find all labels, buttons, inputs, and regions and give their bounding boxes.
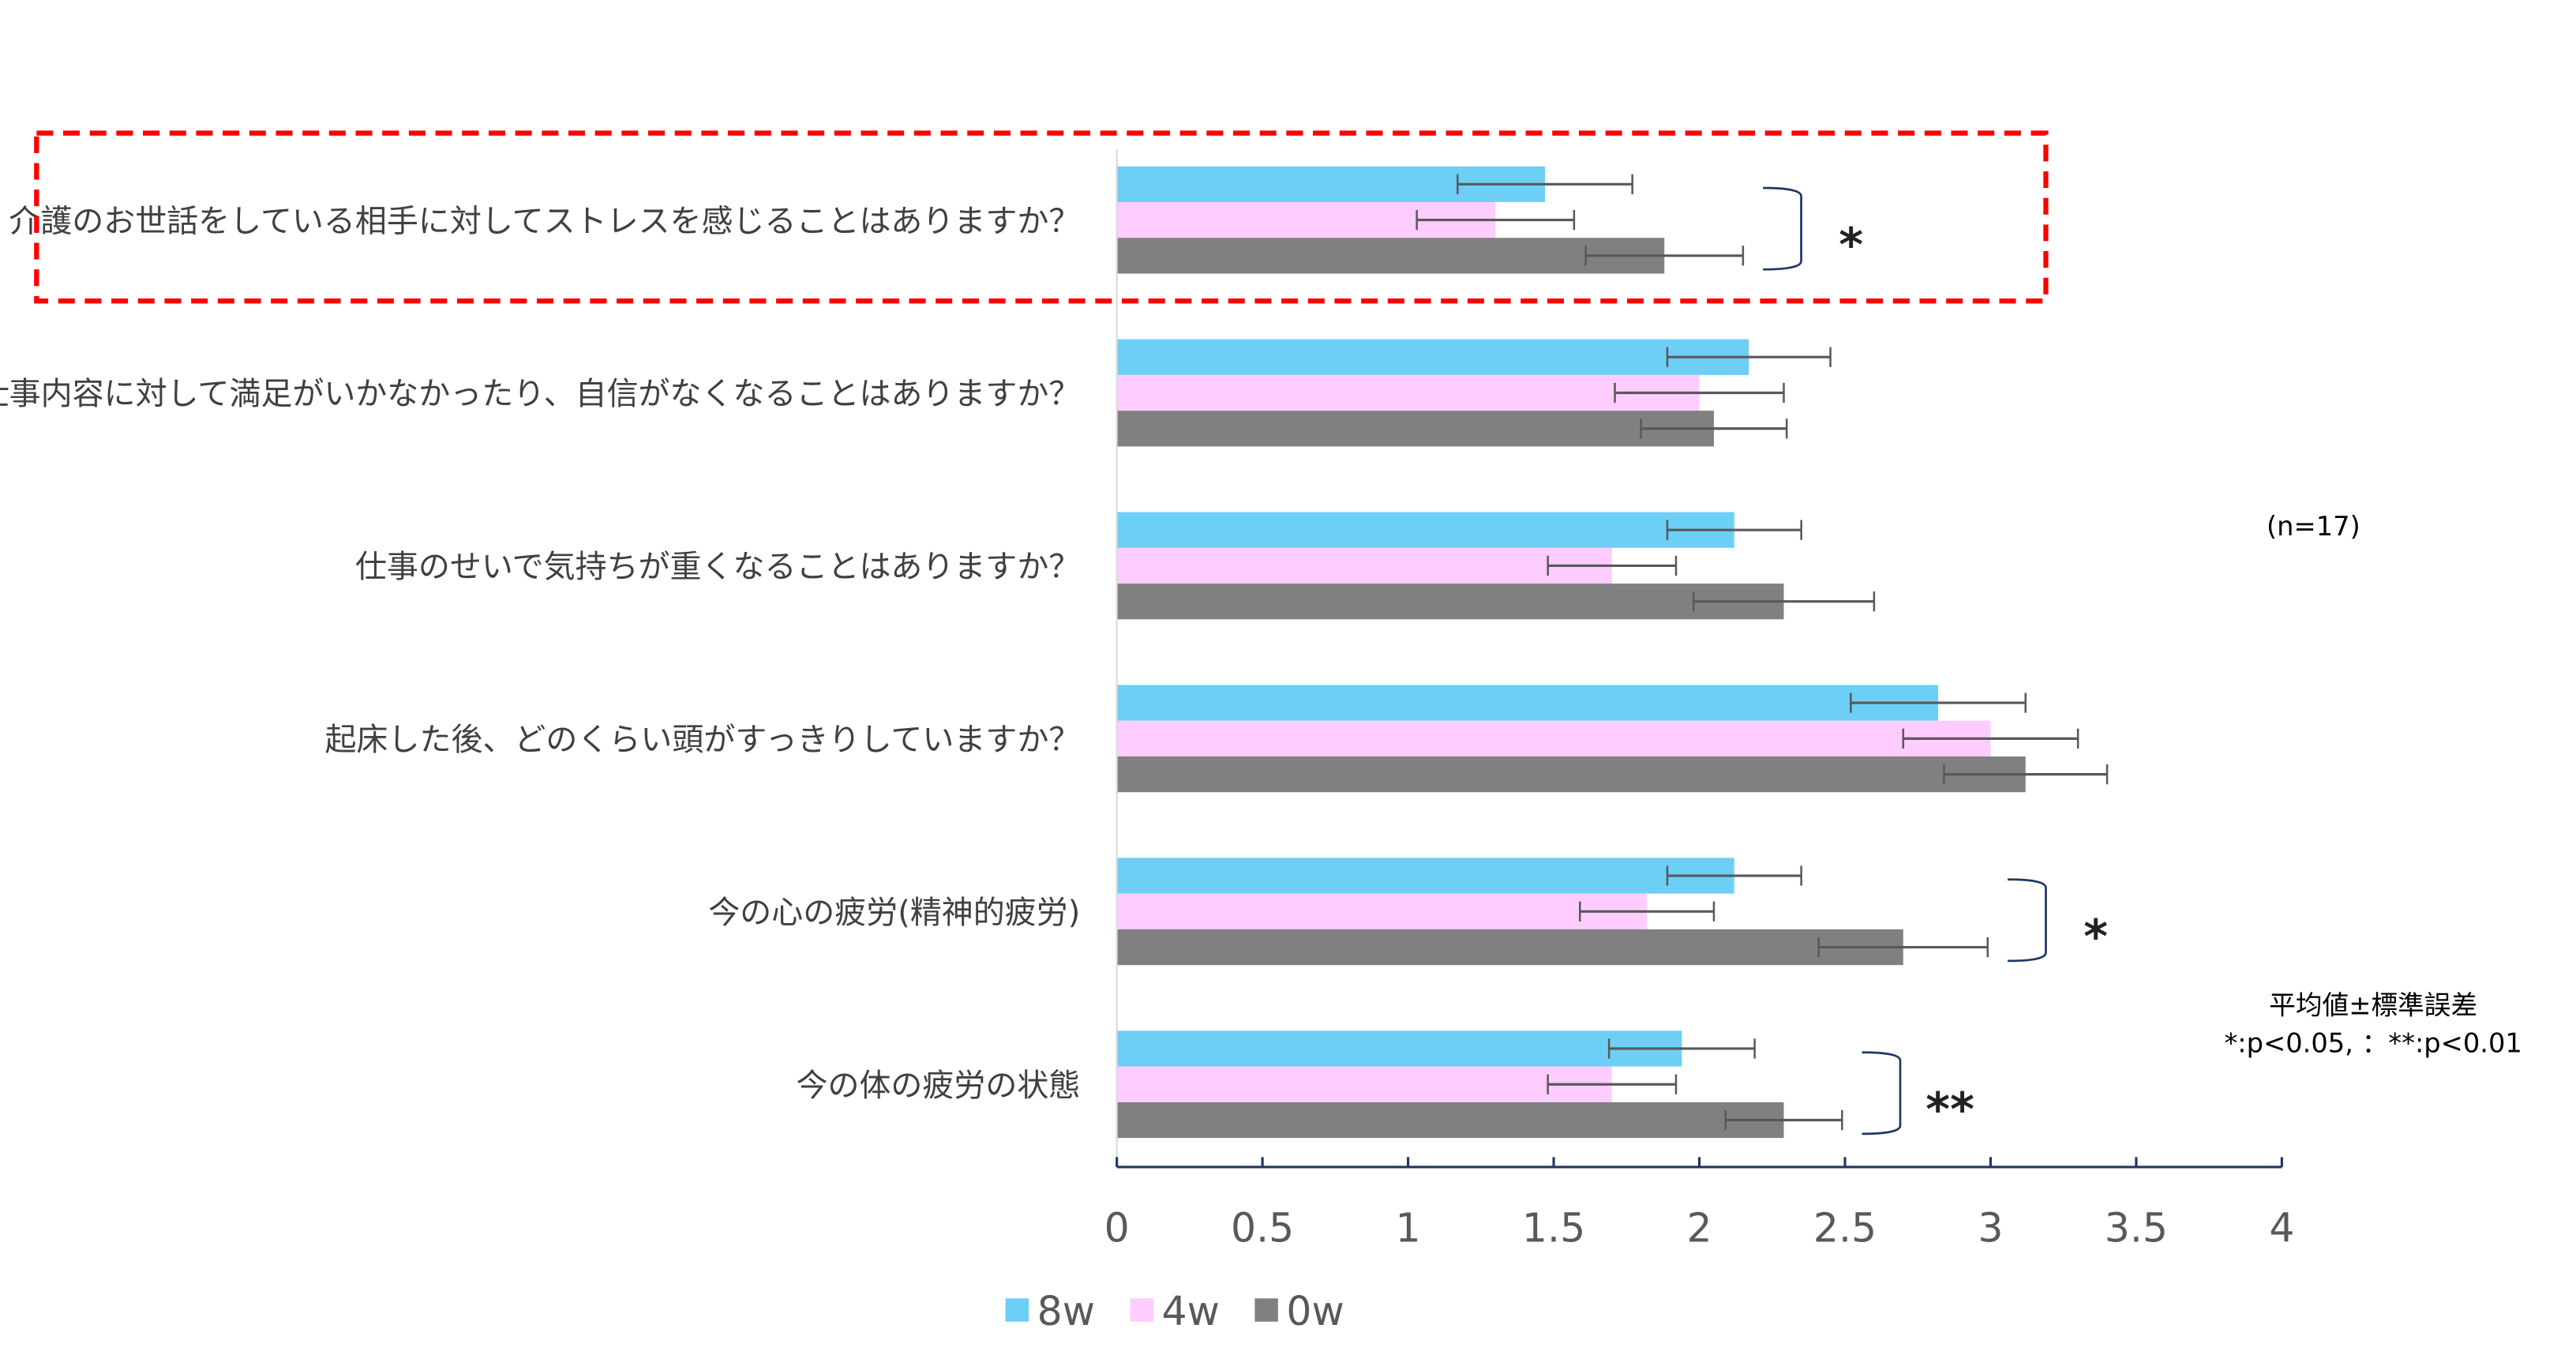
n-annotation: (n=17) bbox=[2267, 511, 2360, 542]
error-bar bbox=[1666, 865, 1802, 886]
error-bar bbox=[1943, 764, 2109, 785]
error-bar bbox=[1666, 347, 1832, 367]
category-label: 今の心の疲労(精神的疲労) bbox=[708, 895, 1080, 931]
category-label: 起床した後、どのくらい頭がすっきりしていますか？ bbox=[325, 722, 1081, 758]
bar-4w bbox=[1116, 720, 1991, 756]
error-bar bbox=[1850, 693, 2027, 713]
error-bar bbox=[1724, 1109, 1843, 1131]
category-label: 今の体の疲労の状態 bbox=[796, 1068, 1080, 1104]
highlight-box bbox=[34, 130, 2049, 304]
bar-8w bbox=[1116, 339, 1749, 375]
bar-4w bbox=[1116, 1066, 1612, 1102]
error-bar bbox=[1614, 382, 1785, 403]
significance-mark: ** bbox=[1925, 1082, 1974, 1136]
error-bar bbox=[1547, 555, 1678, 576]
legend-swatch-0w bbox=[1254, 1298, 1278, 1322]
bar-4w bbox=[1116, 893, 1648, 929]
x-tick-label: 1.5 bbox=[1522, 1205, 1585, 1252]
bar-0w bbox=[1116, 411, 1714, 447]
x-axis: 0 0.5 1 1.5 2 2.5 3 3.5 4 bbox=[1104, 149, 2294, 1252]
legend-swatch-4w bbox=[1130, 1298, 1153, 1322]
x-tick-label: 1 bbox=[1396, 1205, 1421, 1252]
bar-0w bbox=[1116, 929, 1903, 966]
bar-8w bbox=[1116, 858, 1734, 894]
bar-8w bbox=[1116, 512, 1734, 548]
category-label: 仕事のせいで気持ちが重くなることはありますか？ bbox=[355, 549, 1080, 585]
note-mean-se: 平均値±標準誤差 bbox=[2269, 989, 2477, 1020]
category-label: 仕事内容に対して満足がいかなかったり、自信がなくなることはありますか？ bbox=[0, 376, 1080, 412]
significance-mark: * bbox=[2083, 909, 2108, 963]
bar-4w bbox=[1116, 547, 1612, 584]
x-tick-label: 3 bbox=[1978, 1205, 2003, 1252]
error-bar bbox=[1579, 901, 1715, 921]
error-bar bbox=[1902, 728, 2079, 749]
category-label: 介護のお世話をしている相手に対してストレスを感じることはありますか？ bbox=[9, 203, 1080, 239]
error-bar bbox=[1547, 1074, 1678, 1094]
x-tick-label: 0 bbox=[1104, 1205, 1130, 1252]
legend: 8w 4w 0w bbox=[1005, 1288, 1344, 1334]
bar-0w bbox=[1116, 584, 1784, 620]
bar-4w bbox=[1116, 374, 1700, 411]
significance-bracket bbox=[1862, 1051, 1902, 1135]
error-bar bbox=[1692, 591, 1876, 612]
significance-marks: **** bbox=[1763, 186, 2108, 1136]
bar-0w bbox=[1116, 238, 1665, 274]
significance-bracket bbox=[2008, 878, 2047, 963]
legend-label: 8w bbox=[1037, 1288, 1095, 1334]
significance-bracket bbox=[1763, 186, 1802, 271]
error-bar bbox=[1607, 1038, 1756, 1059]
bar-8w bbox=[1116, 1030, 1682, 1067]
bar-8w bbox=[1116, 685, 1939, 721]
error-bar bbox=[1666, 520, 1802, 540]
bars-layer bbox=[1116, 166, 2109, 1139]
x-tick-label: 4 bbox=[2269, 1205, 2294, 1252]
error-bar bbox=[1415, 209, 1576, 231]
error-bar bbox=[1640, 419, 1788, 439]
x-tick-label: 2 bbox=[1686, 1205, 1712, 1252]
x-tick-label: 0.5 bbox=[1231, 1205, 1294, 1252]
bar-0w bbox=[1116, 1102, 1784, 1139]
category-labels: 介護のお世話をしている相手に対してストレスを感じることはありますか？ 仕事内容に対… bbox=[0, 203, 1080, 1104]
legend-swatch-8w bbox=[1005, 1298, 1029, 1322]
error-bar bbox=[1817, 936, 1989, 958]
error-bar bbox=[1457, 174, 1633, 194]
x-tick-label: 2.5 bbox=[1813, 1205, 1877, 1252]
x-tick-label: 3.5 bbox=[2105, 1205, 2168, 1252]
legend-label: 4w bbox=[1162, 1288, 1220, 1334]
error-bar bbox=[1584, 246, 1745, 266]
significance-mark: * bbox=[1839, 218, 1863, 272]
note-pvalues: *:p<0.05, ：**:p<0.01 bbox=[2224, 1028, 2522, 1059]
legend-label: 0w bbox=[1286, 1288, 1344, 1334]
bar-0w bbox=[1116, 756, 2026, 793]
